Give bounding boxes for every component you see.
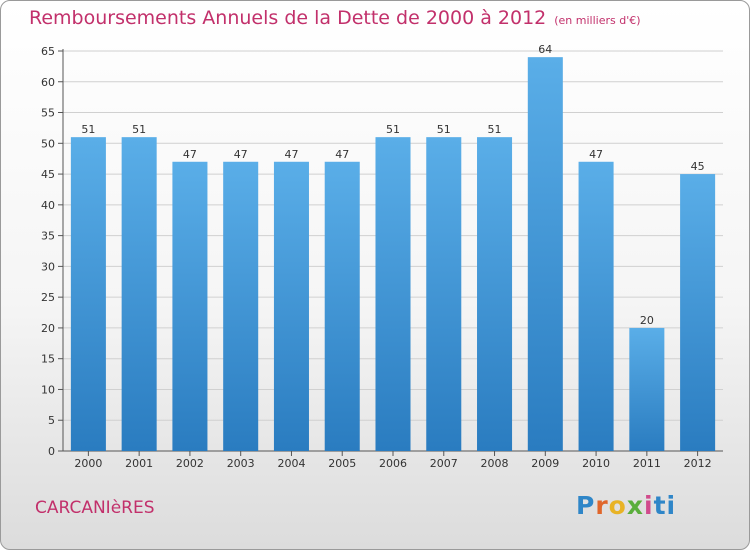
chart-title-main: Remboursements Annuels de la Dette de 20… [29,7,547,29]
x-tick-label: 2009 [531,457,559,470]
y-tick-label: 0 [48,445,55,458]
bars [70,57,716,452]
y-tick-label: 5 [48,414,55,427]
bar-2006 [375,137,411,451]
x-tick-label: 2003 [227,457,255,470]
bar-2004 [273,161,309,451]
chart-title: Remboursements Annuels de la Dette de 20… [29,7,641,29]
bar-2012 [680,174,716,452]
y-tick-label: 20 [41,322,55,335]
x-tick-label: 2012 [684,457,712,470]
x-tick-label: 2004 [277,457,305,470]
data-label: 47 [589,148,603,161]
y-tick-label: 45 [41,168,55,181]
bar-2009 [527,57,563,452]
data-label: 51 [437,123,451,136]
data-label: 47 [335,148,349,161]
bar-2008 [477,137,513,451]
y-tick-label: 10 [41,383,55,396]
x-tick-label: 2002 [176,457,204,470]
bar-2002 [172,161,208,451]
bar-2005 [324,161,360,451]
bar-2003 [223,161,259,451]
chart-title-unit: (en milliers d'€) [554,14,641,27]
y-tick-label: 65 [41,45,55,58]
y-tick-label: 60 [41,76,55,89]
y-tick-label: 40 [41,199,55,212]
bar-2007 [426,137,462,451]
data-label: 51 [81,123,95,136]
x-tick-label: 2007 [430,457,458,470]
x-tick-label: 2006 [379,457,407,470]
bar-2001 [121,137,157,451]
data-label: 64 [538,43,552,56]
x-tick-label: 2008 [481,457,509,470]
data-label: 47 [234,148,248,161]
data-label: 20 [640,314,654,327]
x-tick-label: 2001 [125,457,153,470]
y-tick-label: 35 [41,230,55,243]
data-label: 51 [132,123,146,136]
proxiti-logo[interactable]: Proxiti [576,491,677,520]
bar-2010 [578,161,614,451]
bar-2011 [629,327,665,451]
y-tick-label: 55 [41,107,55,120]
data-label: 51 [386,123,400,136]
data-label: 51 [488,123,502,136]
labels: 0 5 10 15 20 25 30 35 40 45 50 55 60 65 2000 51 2001 51 20… [41,43,712,470]
data-label: 45 [691,160,705,173]
data-label: 47 [183,148,197,161]
commune-name: CARCANIèRES [35,498,155,518]
x-tick-label: 2005 [328,457,356,470]
y-tick-label: 25 [41,291,55,304]
x-tick-label: 2010 [582,457,610,470]
y-tick-label: 30 [41,260,55,273]
y-tick-label: 15 [41,353,55,366]
x-tick-label: 2000 [74,457,102,470]
y-tick-label: 50 [41,137,55,150]
x-tick-label: 2011 [633,457,661,470]
data-label: 47 [284,148,298,161]
bar-2000 [70,137,106,451]
